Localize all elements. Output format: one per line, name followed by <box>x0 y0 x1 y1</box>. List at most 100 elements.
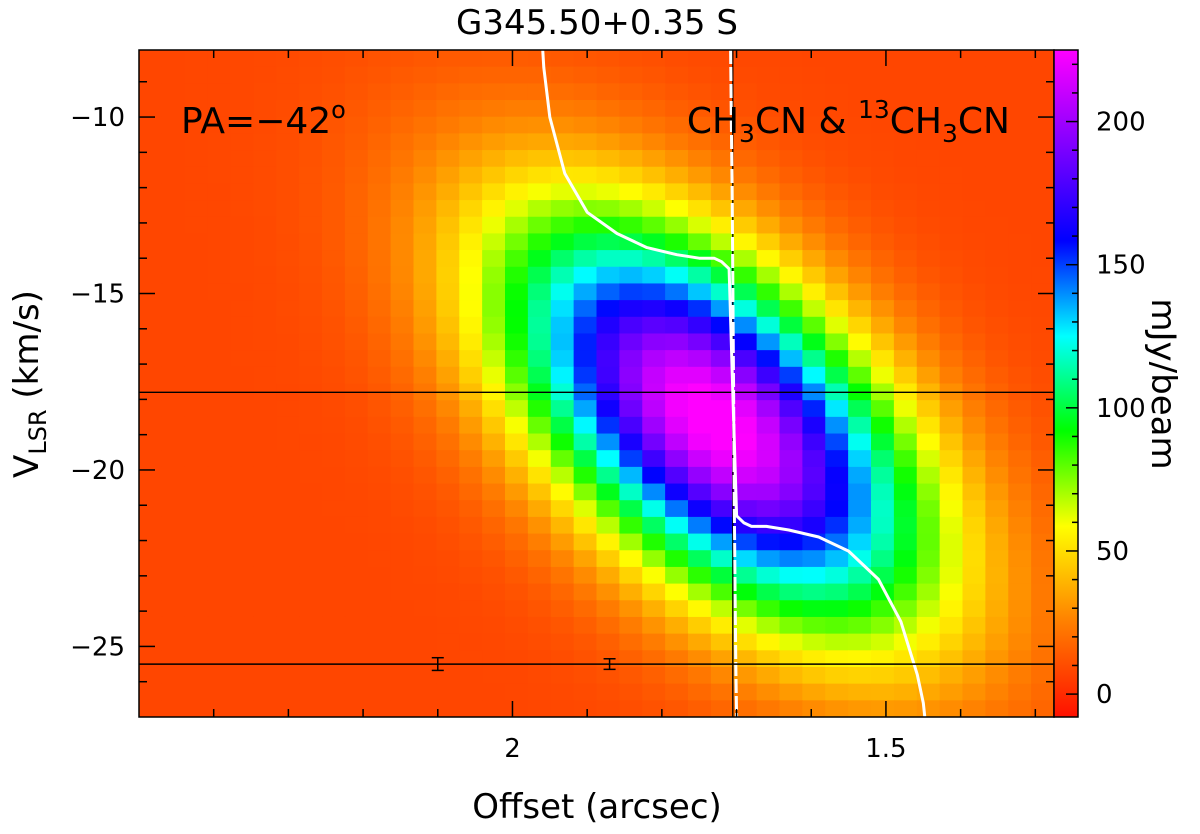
heatmap-cell <box>939 83 964 101</box>
heatmap-cell <box>985 683 1009 701</box>
heatmap-cell <box>276 550 300 568</box>
heatmap-cell <box>207 616 232 635</box>
heatmap-cell <box>276 83 300 101</box>
x-tick-label: 2 <box>504 734 521 764</box>
heatmap-cell <box>802 650 826 668</box>
heatmap-cell <box>253 416 277 435</box>
heatmap-cell <box>871 100 895 118</box>
heatmap-cell <box>573 100 598 118</box>
heatmap-cell <box>550 483 575 501</box>
heatmap-cell <box>367 450 392 468</box>
heatmap-cell <box>825 333 849 351</box>
heatmap-cell <box>230 683 254 701</box>
heatmap-cell <box>527 483 552 501</box>
heatmap-cell <box>299 216 323 235</box>
heatmap-cell <box>527 183 552 201</box>
heatmap-cell <box>207 566 232 585</box>
heatmap-cell <box>367 416 392 435</box>
heatmap-cell <box>642 183 666 201</box>
heatmap-cell <box>299 116 323 134</box>
heatmap-cell <box>550 650 575 668</box>
heatmap-cell <box>779 400 803 418</box>
heatmap-cell <box>665 283 689 301</box>
heatmap-cell <box>322 316 346 335</box>
heatmap-cell <box>688 450 712 468</box>
heatmap-cell <box>596 116 620 134</box>
heatmap-cell <box>527 350 552 368</box>
heatmap-cell <box>482 100 506 118</box>
heatmap-cell <box>1031 250 1054 268</box>
heatmap-cell <box>253 333 277 351</box>
heatmap-cell <box>848 600 872 618</box>
heatmap-cell <box>756 533 781 551</box>
heatmap-cell <box>825 183 849 201</box>
heatmap-cell <box>642 366 666 385</box>
heatmap-cell <box>550 266 575 285</box>
heatmap-cell <box>527 500 552 518</box>
heatmap-cell <box>642 533 666 551</box>
heatmap-cell <box>322 166 346 185</box>
heatmap-cell <box>1008 583 1032 601</box>
heatmap-cell <box>688 200 712 218</box>
heatmap-cell <box>459 133 483 151</box>
heatmap-cell <box>962 400 986 418</box>
heatmap-cell <box>642 600 666 618</box>
heatmap-cell <box>756 566 781 585</box>
heatmap-cell <box>322 450 346 468</box>
heatmap-cell <box>139 433 163 451</box>
heatmap-cell <box>459 100 483 118</box>
heatmap-cell <box>459 116 483 134</box>
heatmap-cell <box>459 633 483 651</box>
heatmap-cell <box>1008 566 1032 585</box>
heatmap-cell <box>184 516 209 535</box>
heatmap-cell <box>1008 466 1032 485</box>
heatmap-cell <box>1008 683 1032 701</box>
heatmap-cell <box>710 50 735 68</box>
heatmap-cell <box>619 66 643 84</box>
heatmap-cell <box>985 366 1009 385</box>
heatmap-cell <box>550 600 575 618</box>
heatmap-cell <box>756 350 781 368</box>
heatmap-cell <box>207 450 232 468</box>
heatmap-cell <box>161 683 186 701</box>
heatmap-cell <box>619 216 643 235</box>
heatmap-cell <box>184 116 209 134</box>
heatmap-cell <box>505 466 529 485</box>
heatmap-cell <box>390 50 415 68</box>
heatmap-cell <box>665 533 689 551</box>
heatmap-cell <box>1031 516 1054 535</box>
heatmap-cell <box>344 333 369 351</box>
heatmap-cell <box>642 266 666 285</box>
heatmap-cell <box>413 50 437 68</box>
heatmap-cell <box>459 666 483 685</box>
heatmap-cell <box>619 650 643 668</box>
heatmap-cell <box>253 116 277 134</box>
heatmap-cell <box>710 566 735 585</box>
rotation-curve <box>541 50 927 717</box>
heatmap-cell <box>848 416 872 435</box>
heatmap-cell <box>527 66 552 84</box>
heatmap-cell <box>527 416 552 435</box>
heatmap-cell <box>596 550 620 568</box>
heatmap-cell <box>390 300 415 318</box>
heatmap-cell <box>161 100 186 118</box>
heatmap-cell <box>665 350 689 368</box>
heatmap-cell <box>1008 200 1032 218</box>
heatmap-cell <box>390 683 415 701</box>
heatmap-cell <box>550 416 575 435</box>
heatmap-cell <box>825 650 849 668</box>
heatmap-cell <box>733 700 758 717</box>
heatmap-cell <box>825 483 849 501</box>
heatmap-cell <box>665 150 689 168</box>
heatmap-cell <box>665 183 689 201</box>
heatmap-cell <box>253 133 277 151</box>
heatmap-cell <box>139 650 163 668</box>
heatmap-cell <box>825 416 849 435</box>
heatmap-cell <box>253 483 277 501</box>
heatmap-cell <box>139 83 163 101</box>
heatmap-cell <box>939 566 964 585</box>
heatmap-cell <box>802 350 826 368</box>
heatmap-cell <box>779 466 803 485</box>
heatmap-cell <box>1031 416 1054 435</box>
